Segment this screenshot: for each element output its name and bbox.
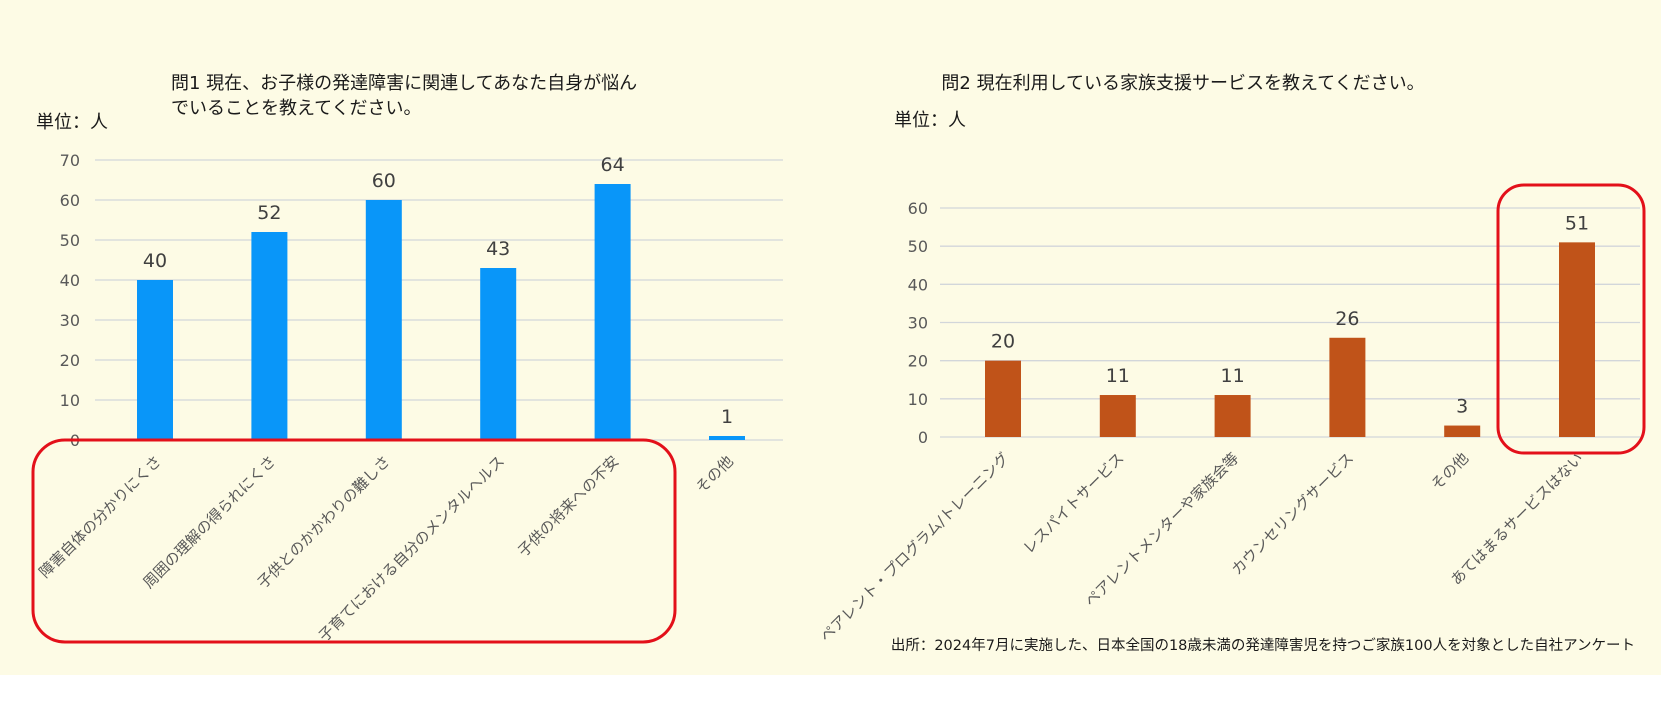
bar: [1214, 395, 1251, 437]
y-tick-label: 40: [60, 271, 80, 290]
y-tick-label: 70: [60, 151, 80, 170]
y-tick-label: 30: [60, 311, 80, 330]
bar: [1329, 337, 1366, 437]
value-label: 60: [372, 170, 396, 192]
value-label: 26: [1335, 308, 1359, 330]
value-label: 11: [1106, 365, 1130, 387]
chart-title-line: 問1 現在、お子様の発達障害に関連してあなた自身が悩ん: [171, 73, 637, 94]
bar: [480, 268, 517, 440]
y-tick-label: 30: [908, 314, 928, 333]
bar: [709, 436, 745, 440]
value-label: 51: [1565, 212, 1589, 234]
bar: [137, 280, 173, 440]
y-tick-label: 50: [60, 231, 80, 250]
y-tick-label: 0: [918, 428, 928, 447]
y-tick-label: 40: [908, 275, 928, 294]
bar: [985, 360, 1021, 437]
chart-title-line: でいることを教えてください。: [171, 98, 422, 119]
y-tick-label: 60: [60, 191, 80, 210]
bar: [1444, 425, 1481, 437]
y-tick-label: 10: [908, 390, 928, 409]
y-tick-label: 60: [908, 199, 928, 218]
value-label: 3: [1456, 396, 1468, 418]
chart-title-line: 問2 現在利用している家族支援サービスを教えてください。: [941, 73, 1424, 94]
value-label: 40: [143, 250, 167, 272]
unit-label: 単位：人: [894, 110, 966, 131]
bar: [594, 184, 631, 440]
value-label: 11: [1221, 365, 1245, 387]
bar: [1099, 395, 1136, 437]
bar: [365, 200, 402, 440]
value-label: 43: [486, 238, 510, 260]
value-label: 20: [991, 331, 1015, 353]
unit-label: 単位：人: [36, 112, 108, 133]
value-label: 52: [257, 202, 281, 224]
bar: [1559, 242, 1595, 437]
y-tick-label: 20: [908, 352, 928, 371]
y-tick-label: 10: [60, 391, 80, 410]
highlight-box: [1496, 183, 1646, 455]
y-tick-label: 20: [60, 351, 80, 370]
bar: [251, 232, 288, 440]
value-label: 64: [601, 154, 625, 176]
y-tick-label: 50: [908, 237, 928, 256]
highlight-box: [31, 438, 677, 644]
source-note: 出所：2024年7月に実施した、日本全国の18歳未満の発達障害児を持つご家族10…: [891, 636, 1635, 654]
value-label: 1: [721, 406, 733, 428]
